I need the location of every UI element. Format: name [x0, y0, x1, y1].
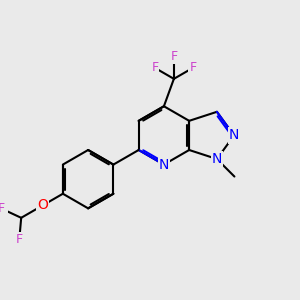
Text: N: N — [159, 158, 169, 172]
Text: F: F — [189, 61, 197, 74]
Text: F: F — [0, 202, 5, 215]
Text: F: F — [0, 202, 5, 215]
Text: F: F — [189, 61, 197, 74]
Text: N: N — [229, 128, 239, 142]
Text: F: F — [170, 50, 177, 64]
Text: N: N — [212, 152, 222, 166]
Text: F: F — [152, 61, 158, 74]
Text: F: F — [16, 233, 23, 246]
Text: O: O — [37, 198, 48, 212]
Text: F: F — [170, 50, 177, 64]
Text: N: N — [159, 158, 169, 172]
Text: F: F — [16, 233, 23, 246]
Text: N: N — [229, 128, 239, 142]
Text: F: F — [152, 61, 158, 74]
Text: N: N — [212, 152, 222, 166]
Text: O: O — [37, 198, 48, 212]
